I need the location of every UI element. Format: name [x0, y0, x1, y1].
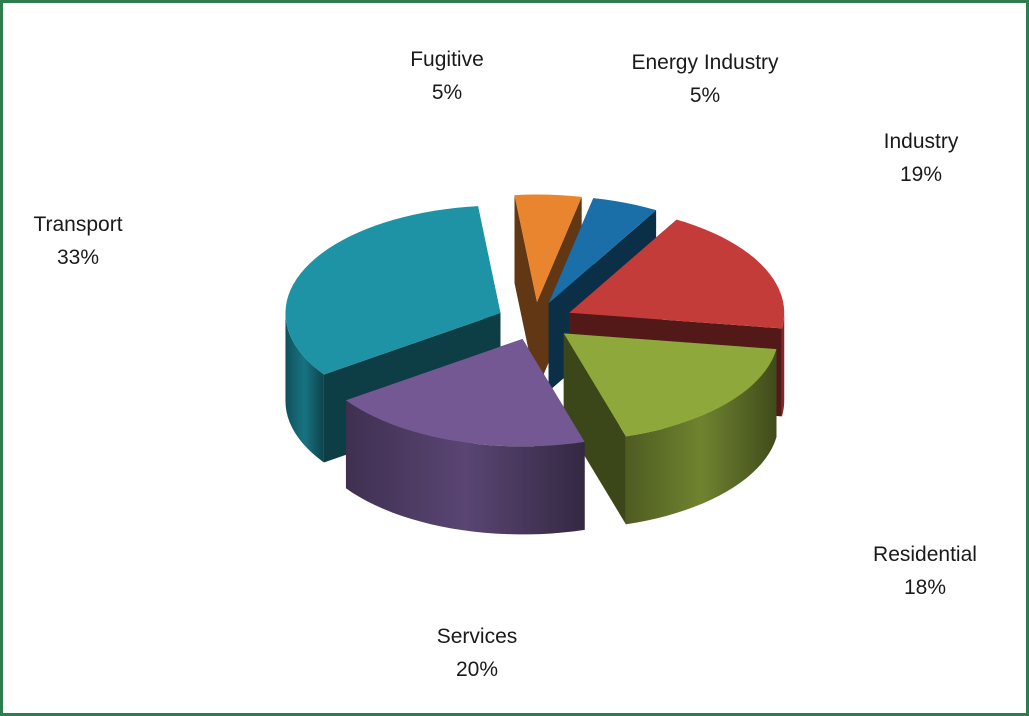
- slice-top: [569, 219, 785, 329]
- slice-label-energy-industry: Energy Industry: [631, 51, 779, 74]
- slice-value-fugitive: 5%: [432, 81, 462, 104]
- slice-label-transport: Transport: [33, 213, 122, 236]
- slice-top: [345, 338, 585, 447]
- slice-top: [285, 206, 501, 375]
- slice-value-energy-industry: 5%: [690, 84, 720, 107]
- slice-outer-wall: [345, 400, 585, 535]
- slice-side-wall: [563, 333, 626, 525]
- slice-label-residential: Residential: [873, 543, 977, 566]
- pie-chart: Energy Industry 5% Industry 19% Residential 1…: [33, 48, 977, 681]
- slice-value-residential: 18%: [904, 576, 946, 599]
- slice-label-services: Services: [437, 625, 518, 648]
- slice-value-transport: 33%: [57, 246, 99, 269]
- slice-value-services: 20%: [456, 658, 498, 681]
- pie-slice-services: [345, 338, 585, 535]
- slice-side-wall: [514, 195, 537, 391]
- slice-outer-wall: [781, 312, 785, 417]
- pie-slice-residential: [563, 333, 777, 525]
- slice-top: [563, 333, 777, 437]
- slice-label-fugitive: Fugitive: [410, 48, 484, 71]
- slice-top: [548, 198, 657, 304]
- slice-outer-wall: [285, 313, 324, 463]
- slice-value-industry: 19%: [900, 163, 942, 186]
- slice-label-industry: Industry: [884, 130, 959, 153]
- slice-outer-wall: [625, 349, 777, 525]
- slice-top: [514, 194, 582, 303]
